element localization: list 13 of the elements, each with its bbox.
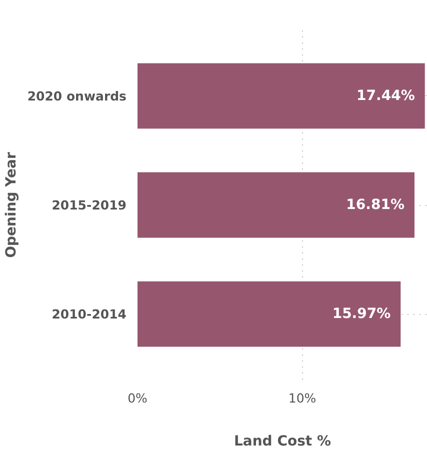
x-tick-label: 10%	[288, 390, 316, 406]
bar	[138, 172, 414, 238]
data-label: 17.44%	[356, 88, 415, 104]
bar	[138, 281, 401, 347]
y-axis-title: Opening Year	[3, 152, 20, 258]
x-axis-title: Land Cost %	[234, 434, 332, 450]
y-tick-label: 2010-2014	[52, 306, 127, 322]
data-label: 16.81%	[346, 197, 404, 213]
data-label: 15.97%	[332, 306, 391, 322]
bar	[138, 63, 425, 129]
y-tick-label: 2015-2019	[52, 198, 127, 212]
y-tick-label: 2020 onwards	[27, 88, 127, 104]
x-tick-label: 0%	[128, 390, 148, 406]
